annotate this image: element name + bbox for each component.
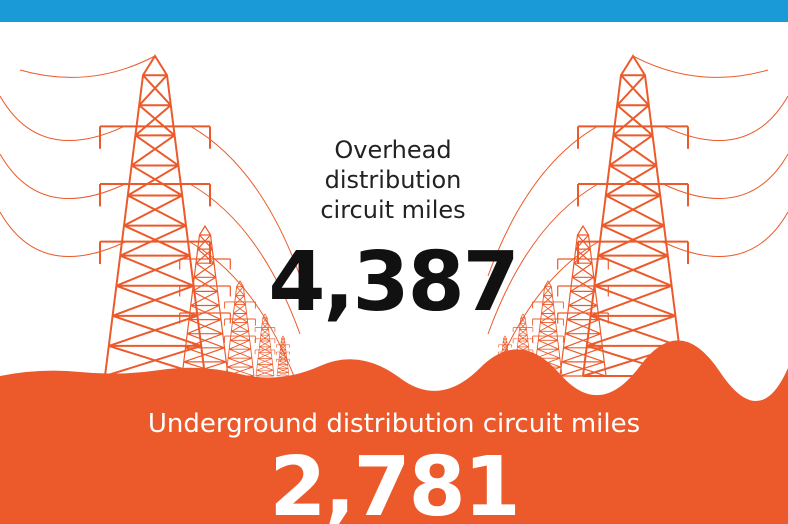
overhead-value: 4,387 <box>268 235 517 330</box>
overhead-label: circuit miles <box>320 196 465 224</box>
overhead-label: distribution <box>325 166 462 194</box>
underground-value: 2,781 <box>269 440 518 524</box>
top-bar <box>0 0 788 22</box>
overhead-label: Overhead <box>334 136 451 164</box>
underground-label: Underground distribution circuit miles <box>148 409 640 439</box>
infographic: Overhead distribution circuit miles 4,38… <box>0 0 788 524</box>
